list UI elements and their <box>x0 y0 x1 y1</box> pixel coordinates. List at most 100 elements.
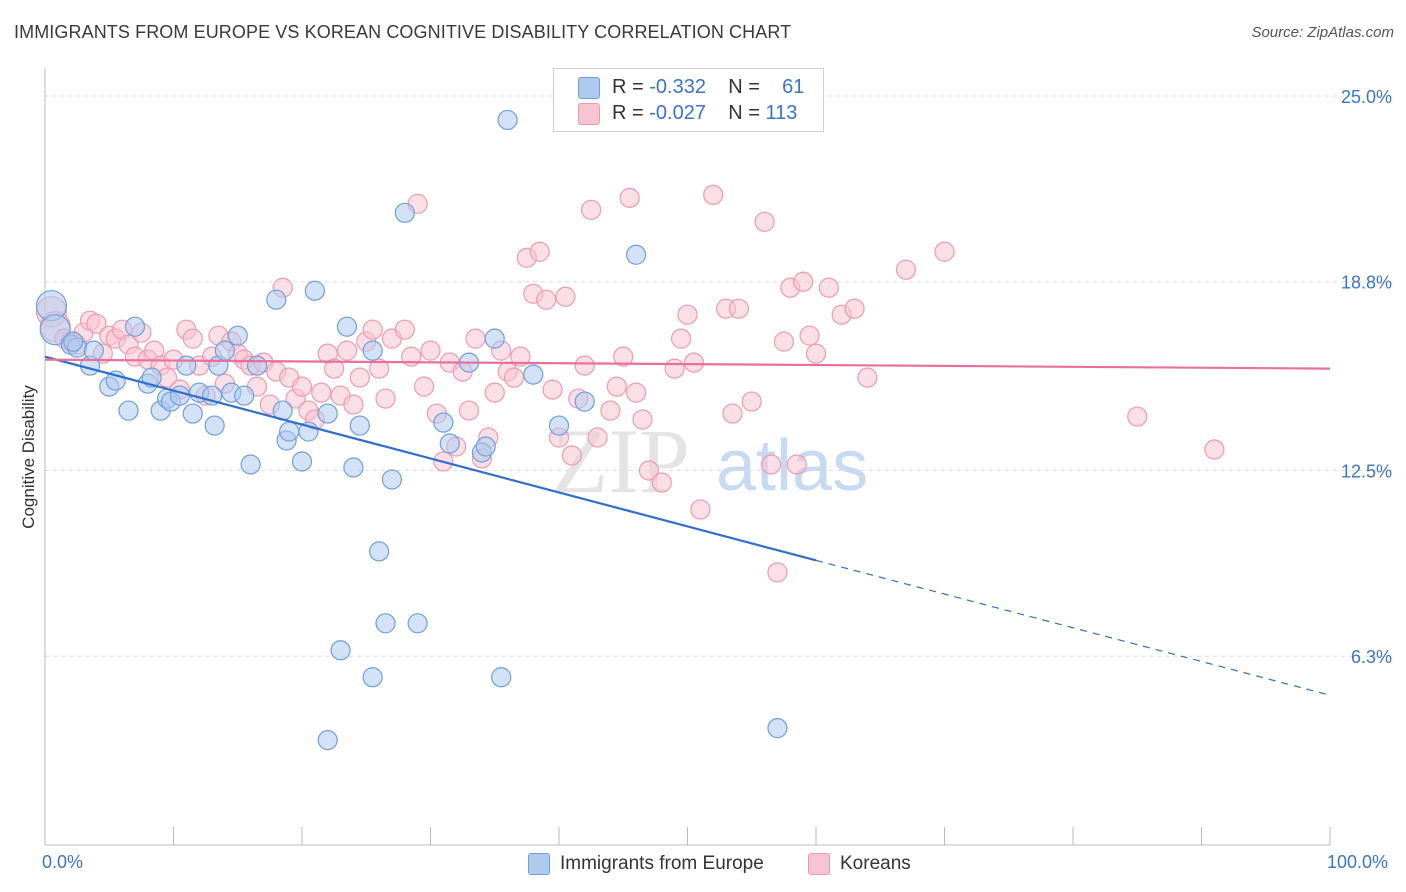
data-point <box>375 613 396 634</box>
data-point <box>767 718 788 739</box>
legend-n-label: N = <box>728 102 760 124</box>
data-point <box>632 409 653 430</box>
data-point <box>722 403 743 424</box>
data-point <box>362 319 383 340</box>
data-point <box>330 640 351 661</box>
europe-points <box>35 109 788 751</box>
data-point <box>349 367 370 388</box>
chart-title: IMMIGRANTS FROM EUROPE VS KOREAN COGNITI… <box>14 22 792 42</box>
data-point <box>362 667 383 688</box>
data-point <box>83 340 104 361</box>
data-point <box>773 331 794 352</box>
data-point <box>664 358 685 379</box>
data-point <box>529 241 550 262</box>
data-point <box>542 379 563 400</box>
data-point <box>182 403 203 424</box>
x-tick-label-max: 100.0% <box>1327 852 1389 872</box>
legend-r-label: R = <box>612 76 644 98</box>
data-point <box>433 412 454 433</box>
data-point <box>291 451 313 472</box>
data-point <box>574 355 595 376</box>
legend-swatch-koreans <box>578 103 600 125</box>
y-tick-label: 6.3% <box>1351 647 1392 667</box>
data-point <box>124 316 146 337</box>
data-point <box>651 472 672 493</box>
data-point <box>317 403 338 424</box>
data-point <box>169 385 191 406</box>
data-point <box>677 304 698 325</box>
data-point <box>291 376 313 397</box>
korean-points <box>35 184 1225 583</box>
data-point <box>670 328 692 349</box>
data-point <box>176 355 197 376</box>
data-point <box>1127 406 1148 427</box>
data-point <box>86 313 107 334</box>
data-point <box>786 454 807 475</box>
data-point <box>491 667 512 688</box>
gridlines <box>45 95 1392 657</box>
data-point <box>497 109 518 131</box>
data-point <box>413 376 435 397</box>
data-point <box>799 325 820 346</box>
data-point <box>336 316 358 337</box>
bottom-legend-label-koreans: Koreans <box>840 853 911 874</box>
data-point <box>503 367 525 388</box>
data-point <box>895 259 917 280</box>
legend-r-value-koreans: -0.027 <box>649 102 706 124</box>
data-point <box>240 454 261 475</box>
data-point <box>369 541 390 562</box>
data-point <box>484 382 505 403</box>
data-point <box>523 364 544 385</box>
data-point <box>619 187 640 208</box>
data-point <box>741 391 762 412</box>
data-point <box>141 367 162 388</box>
chart-source: Source: ZipAtlas.com <box>1251 24 1394 41</box>
legend-n-value-europe: 61 <box>782 76 805 98</box>
data-point <box>510 346 531 367</box>
legend-n-label: N = <box>728 76 760 98</box>
data-point <box>349 415 370 436</box>
data-point <box>844 298 865 319</box>
y-tick-label: 12.5% <box>1341 461 1392 481</box>
data-point <box>118 400 139 421</box>
data-point <box>857 367 878 388</box>
y-tick-label: 18.8% <box>1341 273 1392 293</box>
data-point <box>1204 439 1225 460</box>
data-point <box>394 319 415 340</box>
data-point <box>793 271 814 292</box>
data-point <box>536 289 557 310</box>
data-point <box>381 469 403 490</box>
data-point <box>760 454 782 475</box>
data-point <box>246 355 268 376</box>
data-point <box>39 314 71 346</box>
data-point <box>266 289 287 310</box>
data-point <box>304 280 325 301</box>
data-point <box>625 244 647 265</box>
legend-swatch-europe <box>578 77 600 99</box>
data-point <box>214 340 235 361</box>
data-point <box>754 211 775 232</box>
data-point <box>625 382 647 403</box>
data-point <box>600 400 621 421</box>
data-point <box>394 202 415 223</box>
data-point <box>343 457 364 478</box>
data-point <box>227 325 248 346</box>
data-point <box>690 499 711 520</box>
data-point <box>613 346 634 367</box>
legend-r-value-europe: -0.332 <box>649 76 706 98</box>
data-point <box>420 340 441 361</box>
data-point <box>638 460 660 481</box>
data-point <box>343 394 364 415</box>
data-point <box>484 328 505 349</box>
data-point <box>587 427 608 448</box>
tick-labels: 6.3% 12.5% 18.8% 25.0% <box>1341 87 1392 667</box>
bottom-legend-swatch-europe <box>528 853 550 875</box>
data-point <box>703 184 724 205</box>
data-point <box>767 562 788 583</box>
data-point <box>317 730 338 751</box>
data-point <box>548 415 570 436</box>
data-point <box>818 277 839 298</box>
data-point <box>581 199 602 220</box>
data-point <box>561 445 582 466</box>
data-point <box>555 286 576 307</box>
